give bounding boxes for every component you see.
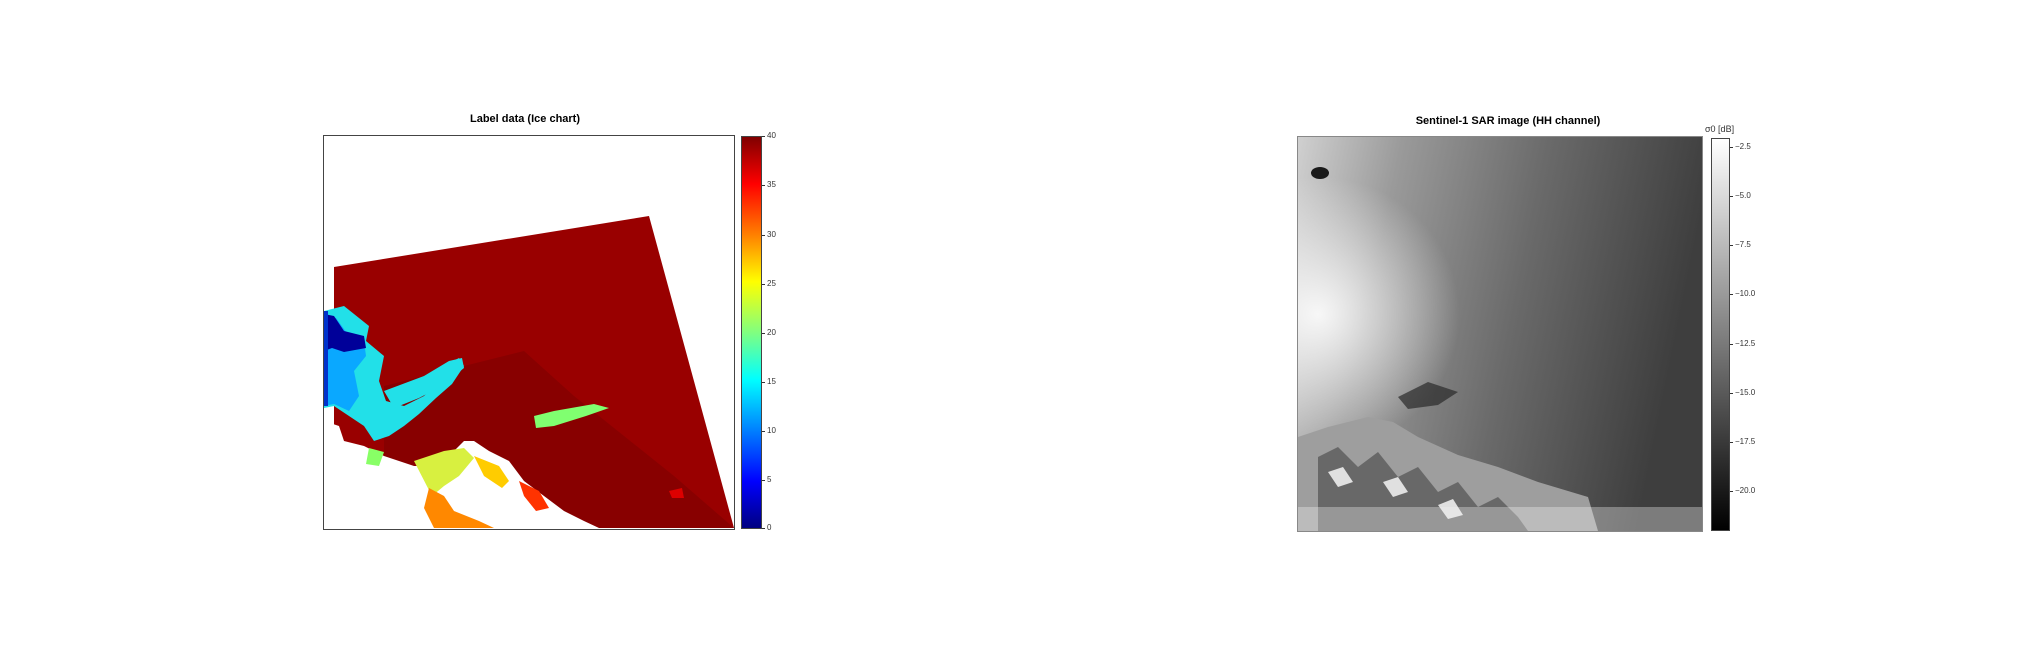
- colorbar-tick-label: 25: [767, 279, 776, 288]
- sar-colorbar-tick-label: −10.0: [1735, 289, 1756, 298]
- ice-spot-red: [669, 488, 684, 498]
- sar-colorbar-tick-label: −15.0: [1735, 388, 1756, 397]
- sar-colorbar-tick: [1730, 196, 1733, 197]
- sar-title: Sentinel-1 SAR image (HH channel): [1415, 115, 1601, 127]
- sar-colorbar: [1711, 138, 1730, 531]
- colorbar-tick-label: 20: [767, 328, 776, 337]
- colorbar-tick: [762, 284, 765, 285]
- sar-panel: Sentinel-1 SAR image (HH channel): [1000, 0, 2034, 652]
- sar-colorbar-tick: [1730, 294, 1733, 295]
- colorbar-tick-label: 10: [767, 426, 776, 435]
- ice-fjord-green: [366, 448, 384, 466]
- sar-colorbar-tick-label: −17.5: [1735, 437, 1756, 446]
- sar-colorbar-tick-label: −20.0: [1735, 486, 1756, 495]
- ice-fjord-orange: [424, 488, 494, 528]
- sar-coast-dark: [1398, 382, 1458, 409]
- colorbar-tick: [762, 185, 765, 186]
- sar-colorbar-tick-label: −7.5: [1735, 240, 1751, 249]
- ice-channel-cyan: [384, 358, 464, 408]
- ice-chart-title: Label data (Ice chart): [469, 113, 581, 125]
- ice-chart-panel: Label data (Ice chart): [0, 0, 1000, 652]
- colorbar-tick: [762, 136, 765, 137]
- ice-chart-map: [323, 135, 735, 530]
- sar-colorbar-label: σ0 [dB]: [1705, 124, 1735, 134]
- sar-mountains: [1318, 447, 1528, 531]
- colorbar-tick-label: 15: [767, 377, 776, 386]
- sar-colorbar-tick: [1730, 245, 1733, 246]
- ice-fjord-yellow-2: [474, 456, 509, 488]
- colorbar-tick: [762, 382, 765, 383]
- colorbar-tick: [762, 333, 765, 334]
- sar-dark-spot: [1311, 167, 1329, 179]
- colorbar-tick: [762, 235, 765, 236]
- ice-streak-green: [534, 404, 609, 428]
- sar-colorbar-tick: [1730, 147, 1733, 148]
- ice-fjord-yellow: [414, 448, 474, 496]
- colorbar-tick: [762, 431, 765, 432]
- sar-snow-patches: [1328, 467, 1463, 519]
- sar-colorbar-tick: [1730, 442, 1733, 443]
- sar-colorbar-tick: [1730, 491, 1733, 492]
- sar-colorbar-tick-label: −12.5: [1735, 339, 1756, 348]
- colorbar-tick-label: 5: [767, 475, 772, 484]
- sar-image: [1298, 137, 1702, 531]
- sar-colorbar-tick: [1730, 393, 1733, 394]
- colorbar-tick: [762, 528, 765, 529]
- sar-colorbar-tick-label: −2.5: [1735, 142, 1751, 151]
- colorbar-tick-label: 0: [767, 523, 772, 532]
- colorbar-tick-label: 35: [767, 180, 776, 189]
- ice-chart-colorbar: [741, 136, 762, 529]
- colorbar-tick-label: 30: [767, 230, 776, 239]
- sar-edge-white: [1298, 507, 1702, 531]
- sar-colorbar-tick: [1730, 344, 1733, 345]
- ice-region-blue-edge: [324, 311, 328, 406]
- sar-colorbar-tick-label: −5.0: [1735, 191, 1751, 200]
- ice-chart-image: [324, 216, 734, 528]
- sar-image-frame: [1297, 136, 1703, 532]
- colorbar-tick: [762, 480, 765, 481]
- ice-fjord-red: [519, 481, 549, 511]
- colorbar-tick-label: 40: [767, 131, 776, 140]
- ice-region-navy: [324, 314, 366, 352]
